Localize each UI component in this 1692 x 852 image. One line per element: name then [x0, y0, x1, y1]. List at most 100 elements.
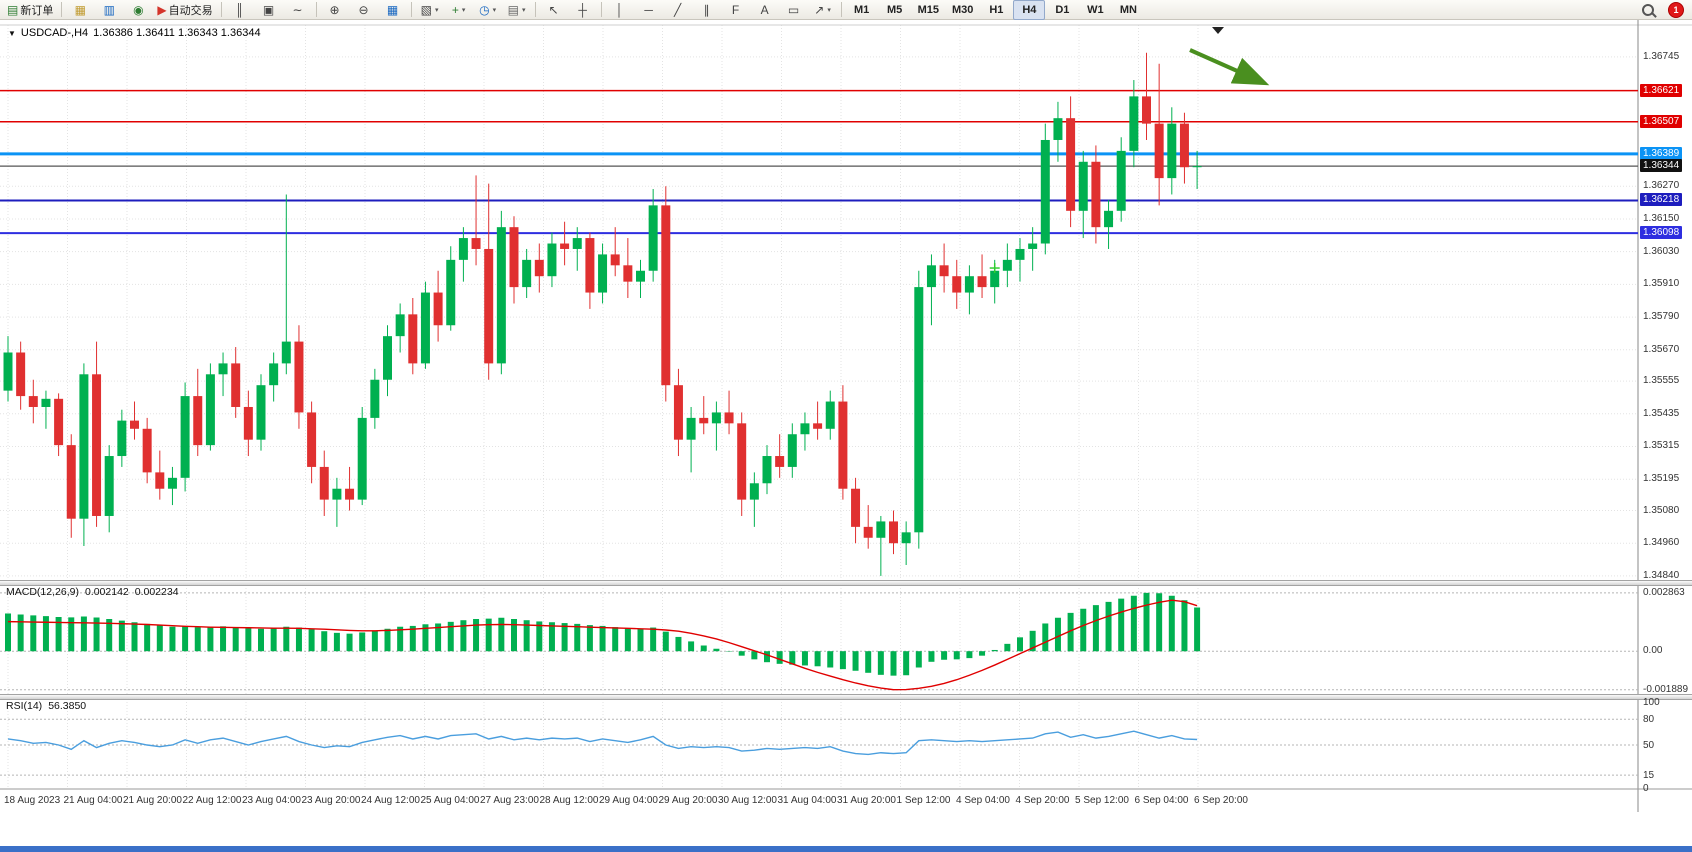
market-watch-button[interactable]: ▥	[95, 0, 123, 20]
vertical-line-icon: │	[615, 2, 624, 17]
candlestick-chart-button[interactable]: ▣	[255, 0, 283, 20]
toolbar-separator	[315, 2, 317, 17]
timeframe-m30-button[interactable]: M30	[946, 0, 979, 20]
macd-name: MACD(12,26,9)	[6, 586, 79, 598]
macd-label: MACD(12,26,9) 0.002142 0.002234	[6, 586, 179, 598]
notification-badge[interactable]: 1	[1668, 1, 1684, 18]
tile-windows-icon: ▦	[386, 2, 399, 17]
new-chart-button[interactable]: ▧ ▾	[416, 0, 444, 20]
autotrading-button[interactable]: ▶ 自动交易	[153, 0, 216, 20]
market-watch-icon: ▥	[103, 2, 116, 17]
crosshair-icon: ┼	[578, 2, 587, 17]
horizontal-lines[interactable]	[0, 89, 1638, 235]
caret-down-icon: ▾	[521, 6, 526, 14]
line-chart-button[interactable]: ∼	[284, 0, 312, 20]
chart-top-marker-icon	[1212, 27, 1224, 34]
timeframe-d1-button-label: D1	[1055, 3, 1070, 16]
chart-ohlc: 1.36386 1.36411 1.36343 1.36344	[93, 27, 261, 39]
candles	[3, 52, 1202, 576]
clock-icon: ◷	[479, 2, 490, 17]
pane-borders	[0, 20, 1692, 812]
macd-value-main: 0.002142	[84, 586, 129, 598]
macd-value-signal: 0.002234	[134, 586, 179, 598]
timeframe-m5-button-label: M5	[886, 3, 903, 16]
timeframe-d1-button[interactable]: D1	[1046, 0, 1078, 20]
fibonacci-icon: F	[731, 2, 740, 17]
caret-down-icon: ▾	[434, 6, 439, 14]
crosshair-button[interactable]: ┼	[569, 0, 597, 20]
text-label-icon: ▭	[787, 2, 800, 17]
timeframe-m1-button[interactable]: M1	[846, 0, 878, 20]
horizontal-line-button[interactable]: ─	[635, 0, 663, 20]
channel-button[interactable]: ∥	[693, 0, 721, 20]
chart-dropdown-icon[interactable]: ▼	[8, 28, 16, 38]
timeframe-w1-button[interactable]: W1	[1079, 0, 1111, 20]
timeframe-h4-button-label: H4	[1022, 3, 1037, 16]
timeframe-w1-button-label: W1	[1087, 3, 1104, 16]
cursor-button[interactable]: ↖	[540, 0, 568, 20]
timeframe-mn-button[interactable]: MN	[1112, 0, 1144, 20]
new-order-button-label: 新订单	[20, 4, 54, 17]
arrows-button[interactable]: ↗ ▾	[809, 0, 837, 20]
bar-chart-icon: ║	[235, 2, 244, 17]
trade-marker	[989, 263, 1000, 274]
new-order-button[interactable]: ▤ 新订单	[3, 0, 57, 20]
toolbar-separator	[61, 2, 63, 17]
trendline-button[interactable]: ╱	[664, 0, 692, 20]
templates-button[interactable]: ▤ ▾	[503, 0, 531, 20]
timeframe-h1-button-label: H1	[989, 3, 1004, 16]
pane-separator-rsi[interactable]	[0, 694, 1692, 700]
window-bottom-edge	[0, 846, 1692, 852]
pane-separator-macd[interactable]	[0, 580, 1692, 586]
arrow-objects-icon: ↗	[814, 2, 825, 17]
annotation-arrow[interactable]	[1189, 48, 1270, 86]
candlestick-chart-icon: ▣	[262, 2, 275, 17]
text-icon: A	[760, 2, 769, 17]
caret-down-icon: ▾	[492, 6, 497, 14]
toolbar-separator	[220, 2, 222, 17]
search-button[interactable]	[1634, 0, 1662, 20]
new-order-icon: ▤	[7, 2, 19, 17]
rsi-name: RSI(14)	[6, 700, 43, 712]
toolbar-separator	[840, 2, 842, 17]
zoom-in-icon: ⊕	[329, 2, 340, 17]
chart-profiles-button[interactable]: ▦	[66, 0, 94, 20]
caret-down-icon: ▾	[461, 6, 466, 14]
vertical-line-button[interactable]: │	[606, 0, 634, 20]
new-chart-icon: ▧	[420, 2, 432, 17]
chart-title: ▼ USDCAD-,H4 1.36386 1.36411 1.36343 1.3…	[8, 27, 261, 39]
timeframe-m30-button-label: M30	[951, 3, 974, 16]
tile-windows-button[interactable]: ▦	[379, 0, 407, 20]
grid	[0, 25, 1638, 788]
horizontal-line-icon: ─	[644, 2, 653, 17]
cursor-arrow-icon: ↖	[548, 2, 559, 17]
text-button[interactable]: A	[751, 0, 779, 20]
toolbar-separator	[410, 2, 412, 17]
equidistant-channel-icon: ∥	[703, 2, 710, 17]
toolbar-separator	[534, 2, 536, 17]
data-window-icon: ◉	[133, 2, 144, 17]
data-window-button[interactable]: ◉	[124, 0, 152, 20]
chart-symbol-period: USDCAD-,H4	[20, 27, 89, 39]
autotrading-button-label: 自动交易	[168, 4, 213, 17]
rsi-pane	[0, 718, 1638, 776]
line-chart-icon: ∼	[292, 2, 303, 17]
timeframe-mn-button-label: MN	[1119, 3, 1137, 16]
bar-chart-button[interactable]: ║	[226, 0, 254, 20]
zoom-in-button[interactable]: ⊕	[321, 0, 349, 20]
timeframe-m5-button[interactable]: M5	[879, 0, 911, 20]
indicators-button[interactable]: + ▾	[445, 0, 473, 20]
macd-pane	[0, 592, 1638, 691]
fibonacci-button[interactable]: F	[722, 0, 750, 20]
timeframe-h4-button[interactable]: H4	[1013, 0, 1046, 20]
autotrading-icon: ▶	[157, 2, 167, 17]
timeframe-h1-button[interactable]: H1	[980, 0, 1012, 20]
add-indicator-icon: +	[451, 2, 459, 17]
zoom-out-button[interactable]: ⊖	[350, 0, 378, 20]
timeframe-m15-button[interactable]: M15	[912, 0, 945, 20]
periods-button[interactable]: ◷ ▾	[474, 0, 502, 20]
toolbar-separator	[600, 2, 602, 17]
zoom-out-icon: ⊖	[358, 2, 369, 17]
label-button[interactable]: ▭	[780, 0, 808, 20]
